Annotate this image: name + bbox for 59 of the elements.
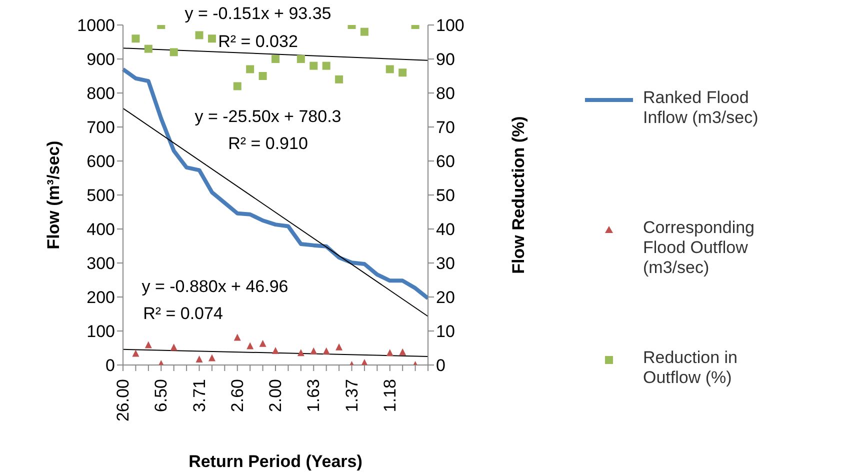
line-series	[121, 67, 430, 300]
x-tick-label: 2.60	[228, 379, 247, 412]
y2-axis-title: Flow Reduction (%)	[509, 116, 528, 274]
y2-tick-label: 20	[436, 288, 455, 308]
x-axis-title: Return Period (Years)	[188, 452, 362, 471]
point	[296, 55, 305, 63]
x-tick-label: 26.00	[114, 379, 132, 422]
y-tick-label: 100	[86, 322, 115, 342]
y2-tick-label: 70	[436, 118, 455, 138]
y-tick-label: 1000	[77, 16, 115, 36]
y2-tick-label: 100	[436, 16, 464, 36]
point	[233, 82, 242, 90]
point	[195, 31, 204, 40]
point	[132, 34, 140, 43]
point	[272, 55, 280, 63]
point	[246, 65, 254, 74]
y-tick-label: 800	[86, 84, 115, 104]
y-tick-label: 600	[86, 152, 115, 172]
point	[208, 34, 216, 43]
point	[144, 44, 152, 53]
y-tick-label: 500	[86, 186, 115, 206]
y2-tick-label: 0	[436, 356, 446, 376]
annotation: y = -0.880x + 46.96	[142, 277, 288, 297]
point	[322, 62, 330, 70]
y-tick-label: 400	[86, 220, 115, 240]
legend-label: Ranked Flood Inflow (m3/sec)	[643, 88, 760, 128]
point	[360, 28, 368, 36]
x-tick-label: 1.37	[342, 379, 362, 412]
x-tick-label: 3.71	[190, 379, 209, 412]
y2-tick-label: 30	[436, 254, 455, 274]
y-axis-title: Flow (m³/sec)	[44, 140, 64, 250]
y2-tick-label: 10	[436, 322, 455, 342]
annotation: R² = 0.032	[218, 32, 298, 52]
point	[310, 62, 318, 70]
x-tick-label: 2.00	[266, 379, 285, 412]
text: y = -0.151x + 93.35	[184, 4, 332, 24]
x-tick-label: 1.18	[380, 379, 400, 412]
legend-label: Corresponding Flood Outflow (m3/sec)	[643, 218, 756, 278]
y-tick-label: 900	[86, 50, 115, 70]
point	[335, 75, 344, 84]
annotation: R² = 0.074	[143, 304, 223, 324]
y-tick-label: 0	[106, 356, 115, 376]
y-tick-label: 700	[86, 118, 115, 138]
y2-tick-label: 40	[436, 220, 455, 240]
y2-tick-label: 50	[436, 186, 455, 206]
y2-tick-label: 90	[436, 50, 455, 70]
legend-label: Reduction in Outflow (%)	[643, 348, 739, 388]
point	[386, 65, 394, 74]
point	[398, 68, 407, 77]
y2-tick-label: 60	[436, 152, 455, 172]
x-tick-label: 6.50	[152, 379, 171, 412]
annotation: y = -25.50x + 780.3	[194, 107, 342, 127]
y2-tick-label: 80	[436, 84, 455, 104]
y-tick-label: 200	[86, 288, 115, 308]
x-tick-label: 1.63	[304, 379, 324, 412]
annotation: R² = 0.910	[228, 134, 308, 154]
point	[170, 48, 178, 56]
point	[258, 72, 267, 80]
y-tick-label: 300	[86, 254, 115, 274]
